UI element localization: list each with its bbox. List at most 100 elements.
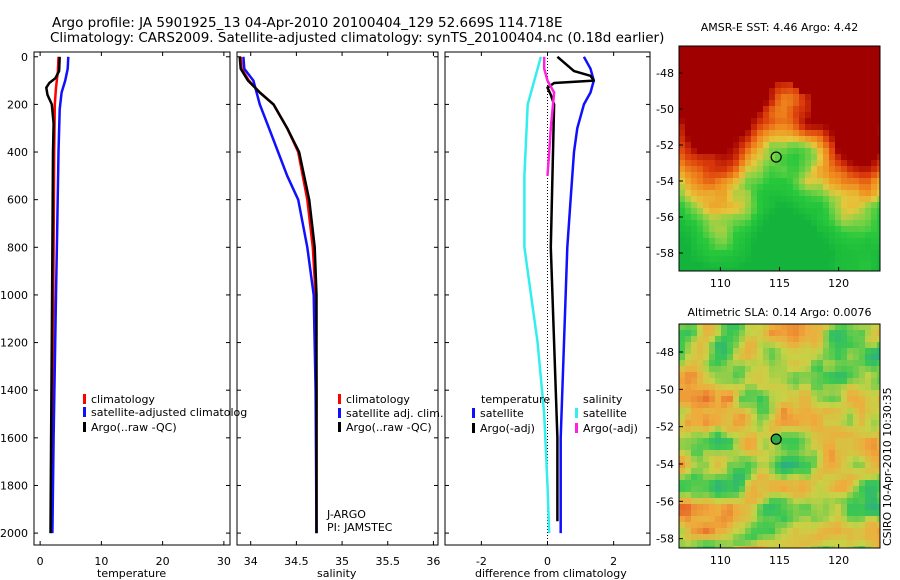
heatmap-cell [817,154,823,160]
heatmap-cell [817,226,823,232]
heatmap-cell [799,396,805,402]
heatmap-cell [871,262,877,268]
heatmap-cell [733,112,739,118]
legend-entry-swatch [575,408,578,418]
heatmap-cell [829,46,835,52]
heatmap-cell [739,268,745,271]
heatmap-cell [721,184,727,190]
heatmap-cell [751,426,757,432]
heatmap-cell [811,214,817,220]
heatmap-cell [739,250,745,256]
heatmap-cell [697,178,703,184]
heatmap-cell [691,450,697,456]
heatmap-cell [715,444,721,450]
heatmap-cell [703,154,709,160]
heatmap-cell [697,342,703,348]
heatmap-cell [733,324,739,330]
heatmap-cell [691,112,697,118]
heatmap-cell [781,178,787,184]
heatmap-cell [691,432,697,438]
heatmap-cell [787,64,793,70]
heatmap-cell [691,124,697,130]
heatmap-cell [823,534,829,540]
heatmap-cell [715,76,721,82]
heatmap-cell [823,124,829,130]
heatmap-cell [727,154,733,160]
heatmap-cell [709,402,715,408]
heatmap-cell [841,238,847,244]
heatmap-cell [817,148,823,154]
heatmap-cell [745,208,751,214]
heatmap-cell [727,456,733,462]
heatmap-cell [841,378,847,384]
heatmap-cell [709,70,715,76]
heatmap-cell [841,64,847,70]
heatmap-cell [823,268,829,271]
heatmap-cell [727,88,733,94]
heatmap-cell [751,262,757,268]
heatmap-cell [751,232,757,238]
heatmap-cell [829,190,835,196]
heatmap-cell [715,462,721,468]
heatmap-cell [811,396,817,402]
heatmap-cell [793,208,799,214]
salinity-xtick-label: 36 [426,555,440,568]
heatmap-cell [769,250,775,256]
heatmap-cell [865,136,871,142]
heatmap-cell [859,112,865,118]
heatmap-cell [853,172,859,178]
heatmap-cell [763,426,769,432]
heatmap-cell [841,46,847,52]
heatmap-cell [727,510,733,516]
heatmap-cell [823,70,829,76]
heatmap-cell [751,432,757,438]
heatmap-cell [685,88,691,94]
heatmap-cell [853,202,859,208]
heatmap-cell [865,232,871,238]
heatmap-cell [847,534,853,540]
heatmap-cell [817,396,823,402]
heatmap-cell [745,390,751,396]
heatmap-cell [757,52,763,58]
heatmap-cell [793,196,799,202]
heatmap-cell [763,498,769,504]
heatmap-cell [697,130,703,136]
heatmap-cell [727,408,733,414]
heatmap-cell [859,208,865,214]
heatmap-cell [685,118,691,124]
heatmap-cell [685,142,691,148]
heatmap-cell [709,226,715,232]
temperature-xtick-label: 30 [217,555,231,568]
heatmap-cell [805,88,811,94]
heatmap-cell [841,498,847,504]
heatmap-cell [697,160,703,166]
heatmap-cell [763,516,769,522]
heatmap-cell [859,142,865,148]
heatmap-cell [835,214,841,220]
heatmap-cell [745,202,751,208]
heatmap-cell [805,136,811,142]
heatmap-cell [691,130,697,136]
heatmap-cell [709,208,715,214]
heatmap-cell [841,202,847,208]
heatmap-cell [703,136,709,142]
heatmap-cell [703,396,709,402]
heatmap-cell [853,396,859,402]
heatmap-cell [769,112,775,118]
heatmap-cell [835,534,841,540]
heatmap-cell [715,480,721,486]
heatmap-cell [721,160,727,166]
heatmap-cell [685,480,691,486]
heatmap-cell [727,384,733,390]
heatmap-cell [697,118,703,124]
heatmap-cell [745,360,751,366]
heatmap-cell [853,330,859,336]
heatmap-cell [871,354,877,360]
heatmap-cell [823,504,829,510]
heatmap-cell [697,202,703,208]
heatmap-cell [733,226,739,232]
temperature-xtick-label: 10 [94,555,108,568]
heatmap-cell [721,106,727,112]
heatmap-cell [751,366,757,372]
legend-entry-label: Argo(..raw -QC) [346,421,432,434]
